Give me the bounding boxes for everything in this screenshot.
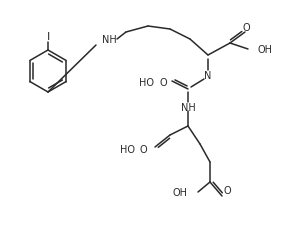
Text: I: I: [46, 32, 50, 42]
Text: O: O: [159, 78, 167, 88]
Text: NH: NH: [101, 35, 116, 45]
Text: N: N: [204, 71, 212, 81]
Text: O: O: [242, 23, 250, 33]
Text: NH: NH: [181, 103, 195, 113]
Text: O: O: [139, 144, 147, 154]
Text: HO: HO: [120, 144, 135, 154]
Text: OH: OH: [258, 45, 273, 55]
Text: OH: OH: [173, 187, 188, 197]
Text: O: O: [224, 185, 232, 195]
Text: HO: HO: [139, 78, 154, 88]
